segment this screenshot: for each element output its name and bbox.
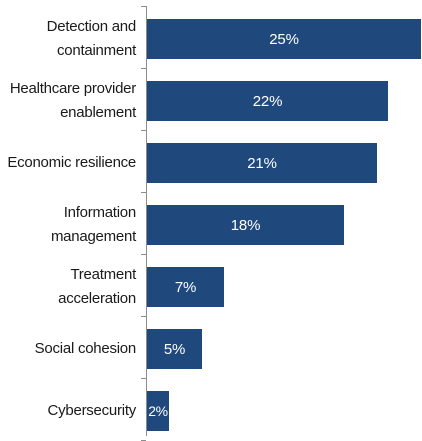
- bar: 22%: [147, 81, 388, 121]
- axis-tick: [141, 378, 146, 379]
- axis-tick: [141, 130, 146, 131]
- category-label: Information management: [50, 204, 136, 245]
- bar: 25%: [147, 19, 421, 59]
- category-label: Social cohesion: [34, 340, 137, 357]
- axis-tick: [141, 316, 146, 317]
- category-axis-line: [146, 6, 147, 436]
- bar-value-label: 2%: [148, 403, 168, 419]
- bar-value-label: 18%: [230, 216, 261, 234]
- axis-tick: [141, 6, 146, 7]
- category-label: Cybersecurity: [47, 402, 137, 419]
- category-label: Treatment acceleration: [58, 266, 136, 307]
- bar-value-label: 21%: [247, 154, 277, 172]
- bar-value-label: 7%: [174, 278, 197, 296]
- bar: 2%: [147, 391, 169, 431]
- bar: 5%: [147, 329, 202, 369]
- category-label: Detection and containment: [46, 18, 137, 59]
- axis-tick: [141, 192, 146, 193]
- bar-value-label: 5%: [163, 340, 186, 358]
- bar-value-label: 25%: [269, 30, 299, 48]
- axis-tick: [141, 254, 146, 255]
- axis-tick: [141, 68, 146, 69]
- bar: 18%: [147, 205, 344, 245]
- bar: 7%: [147, 267, 224, 307]
- bar: 21%: [147, 143, 377, 183]
- category-label: Healthcare provider enablement: [9, 80, 136, 121]
- bar-value-label: 22%: [252, 92, 283, 110]
- category-label: Economic resilience: [7, 154, 136, 171]
